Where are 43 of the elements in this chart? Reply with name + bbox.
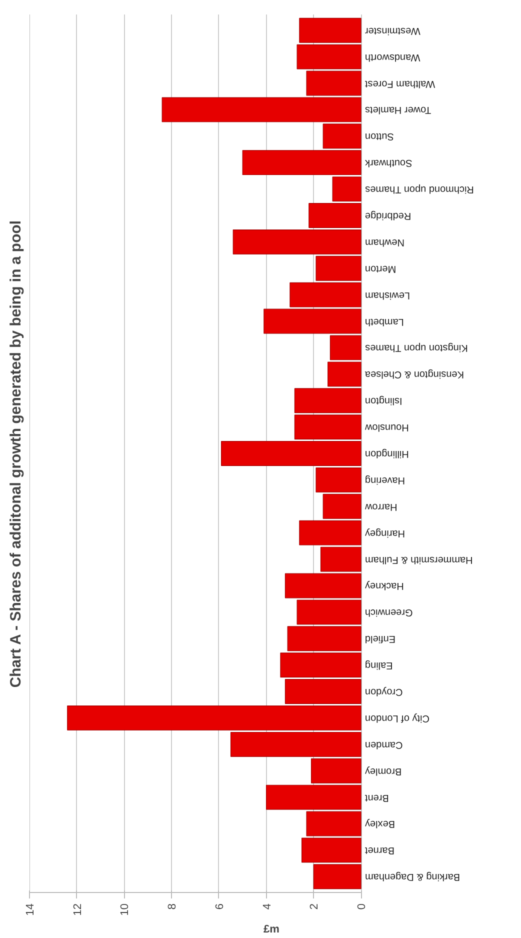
y-tick-label: Westminster — [364, 24, 420, 36]
y-tick-label: Brent — [364, 792, 389, 803]
y-tick-label: Ealing — [364, 660, 393, 671]
y-tick-label: Haringey — [364, 527, 406, 538]
y-tick-label: Newham — [364, 236, 404, 248]
y-tick-label: Bexley — [364, 818, 395, 830]
y-tick-label: Camden — [364, 738, 403, 750]
x-tick-label: 14 — [24, 903, 36, 916]
x-tick-label: 6 — [214, 903, 226, 910]
y-tick-label: Bromley — [364, 765, 402, 776]
y-tick-label: Tower Hamlets — [364, 104, 432, 116]
x-tick-label: 4 — [261, 903, 274, 910]
y-tick-label: Hammersmith & Fulham — [364, 554, 473, 565]
y-tick-label: Hackney — [364, 580, 404, 592]
y-tick-label: Wandsworth — [364, 51, 420, 62]
y-tick-label: Kingston upon Thames — [365, 342, 468, 354]
y-tick-label: Barnet — [364, 844, 394, 856]
y-tick-label: Harrow — [364, 500, 398, 512]
y-tick-label: Islington — [364, 395, 402, 406]
y-tick-label: City of London — [364, 712, 430, 724]
y-tick-label: Waltham Forest — [364, 78, 436, 89]
x-tick-label: 0 — [356, 903, 368, 910]
y-tick-label: Greenwich — [364, 606, 413, 618]
text: Chart A - Shares of additonal growth generated by being in a pool — [8, 220, 24, 688]
x-tick-label: 12 — [72, 903, 84, 916]
y-tick-label: Hillingdon — [364, 448, 409, 459]
y-tick-label: Lambeth — [364, 316, 404, 327]
x-tick-label: 10 — [119, 903, 132, 916]
x-tick-label: 2 — [308, 903, 321, 910]
y-tick-label: Havering — [364, 474, 406, 486]
y-tick-label: Barking & Dagenham — [364, 871, 460, 882]
y-tick-label: Richmond upon Thames — [365, 184, 474, 195]
x-axis-title: £m — [264, 924, 280, 936]
y-tick-label: Enfield — [364, 633, 396, 644]
y-tick-label: Southwark — [364, 157, 412, 168]
y-tick-label: Merton — [364, 262, 396, 274]
y-tick-label: Lewisham — [364, 289, 410, 300]
y-tick-label: Sutton — [364, 130, 394, 142]
y-tick-label: Redbridge — [364, 210, 412, 221]
y-tick-label: Kensington & Chelsea — [364, 368, 464, 380]
y-tick-label: Croydon — [364, 686, 403, 698]
x-tick-label: 8 — [166, 903, 179, 910]
y-tick-label: Hounslow — [364, 422, 409, 433]
